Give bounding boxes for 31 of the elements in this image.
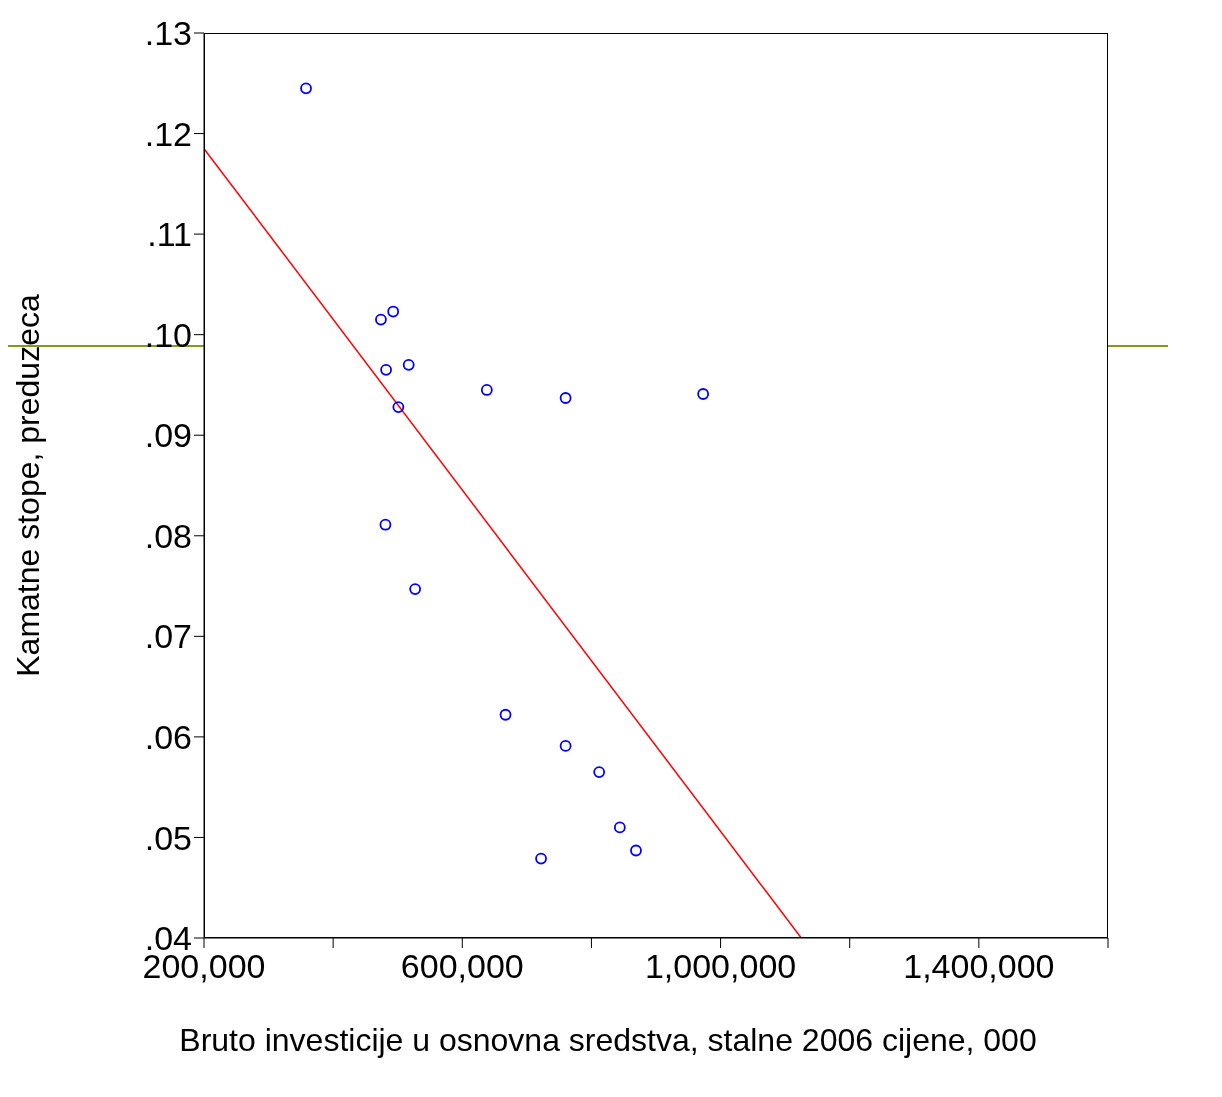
point — [379, 518, 392, 531]
x-axis-title: Bruto investicije u osnovna sredstva, stalne 2006 cijene, 000 — [178, 1021, 1038, 1060]
y-tick-label: .12 — [144, 114, 192, 153]
point — [630, 844, 642, 857]
y-tick-label: .11 — [147, 215, 192, 254]
point — [559, 740, 572, 752]
y-tick-label: .05 — [144, 818, 192, 857]
y-tick-label: .09 — [144, 416, 192, 455]
point — [535, 852, 547, 865]
y-tick-label: .10 — [144, 315, 192, 354]
y-tick-label: .06 — [144, 717, 192, 756]
point — [613, 821, 626, 834]
point — [593, 766, 606, 778]
y-tick-label: .08 — [144, 516, 192, 555]
x-tick-label: 1,400,000 — [903, 947, 1055, 986]
point — [380, 363, 392, 376]
point — [480, 384, 493, 396]
point — [375, 313, 387, 326]
point — [392, 401, 405, 413]
y-axis-title: Kamatne stope, preduzeca — [10, 294, 47, 677]
point — [387, 305, 400, 318]
point — [697, 388, 710, 400]
point — [409, 583, 422, 595]
x-tick-label: 600,000 — [400, 947, 524, 986]
point — [300, 82, 312, 95]
x-tick-label: 1,000,000 — [644, 947, 797, 986]
point — [402, 358, 415, 371]
point — [499, 708, 512, 721]
point — [559, 392, 572, 404]
y-tick-label: .13 — [144, 14, 192, 53]
y-tick-label: .07 — [144, 617, 192, 656]
